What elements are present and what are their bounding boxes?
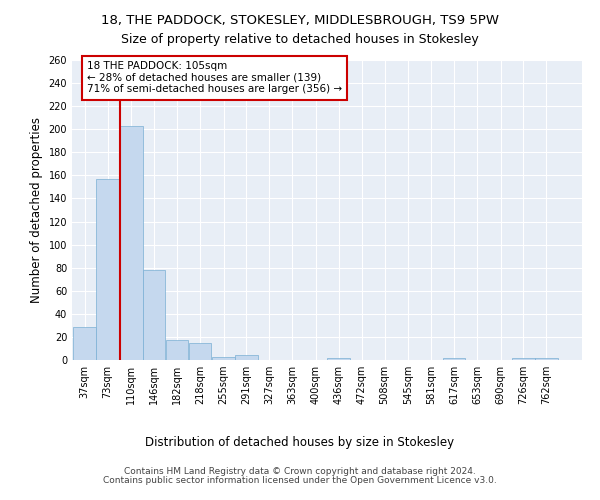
- Bar: [328, 358, 350, 360]
- Bar: [97, 179, 119, 360]
- Bar: [166, 340, 188, 360]
- Text: Contains HM Land Registry data © Crown copyright and database right 2024.: Contains HM Land Registry data © Crown c…: [124, 467, 476, 476]
- Text: Size of property relative to detached houses in Stokesley: Size of property relative to detached ho…: [121, 32, 479, 46]
- Bar: [235, 356, 258, 360]
- Text: Contains public sector information licensed under the Open Government Licence v3: Contains public sector information licen…: [103, 476, 497, 485]
- Bar: [443, 358, 466, 360]
- Text: 18 THE PADDOCK: 105sqm
← 28% of detached houses are smaller (139)
71% of semi-de: 18 THE PADDOCK: 105sqm ← 28% of detached…: [87, 61, 342, 94]
- Bar: [512, 358, 535, 360]
- Text: 18, THE PADDOCK, STOKESLEY, MIDDLESBROUGH, TS9 5PW: 18, THE PADDOCK, STOKESLEY, MIDDLESBROUG…: [101, 14, 499, 27]
- Text: Distribution of detached houses by size in Stokesley: Distribution of detached houses by size …: [145, 436, 455, 449]
- Bar: [188, 342, 211, 360]
- Bar: [73, 326, 96, 360]
- Y-axis label: Number of detached properties: Number of detached properties: [30, 117, 43, 303]
- Bar: [212, 356, 235, 360]
- Bar: [535, 358, 557, 360]
- Bar: [143, 270, 166, 360]
- Bar: [120, 126, 143, 360]
